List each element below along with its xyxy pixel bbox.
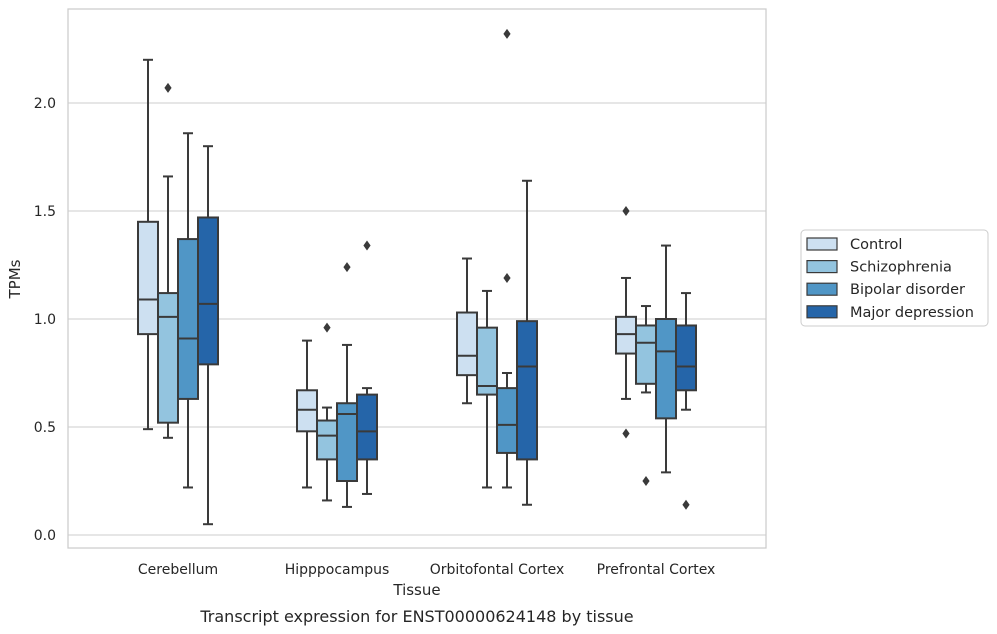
- legend-swatch: [806, 282, 838, 296]
- y-tick-label: 0.0: [34, 528, 56, 544]
- x-axis-label: Tissue: [392, 581, 440, 599]
- y-tick-label: 0.5: [34, 420, 56, 436]
- box-3-1: [635, 305, 657, 486]
- iqr-box: [456, 311, 478, 377]
- outlier-point: [503, 272, 511, 283]
- iqr-box: [157, 292, 179, 424]
- outlier-point: [164, 82, 172, 93]
- legend-label: Major depression: [850, 305, 974, 321]
- iqr-box: [655, 318, 677, 420]
- iqr-box: [137, 220, 159, 336]
- box-1-1: [316, 322, 338, 502]
- chart-caption: Transcript expression for ENST0000062414…: [199, 607, 633, 626]
- iqr-box: [516, 320, 538, 461]
- x-tick-label: Cerebellum: [138, 562, 218, 578]
- iqr-box: [675, 324, 697, 392]
- iqr-box: [356, 393, 378, 461]
- outlier-point: [323, 322, 331, 333]
- iqr-box: [197, 216, 219, 366]
- iqr-box: [316, 419, 338, 461]
- iqr-box: [615, 315, 637, 355]
- iqr-box: [496, 387, 518, 454]
- outlier-point: [363, 240, 371, 251]
- box-1-3: [356, 240, 378, 495]
- y-tick-label: 1.5: [34, 204, 56, 220]
- legend-swatch: [806, 305, 838, 319]
- box-2-1: [476, 289, 498, 489]
- y-axis-ticks: 0.0 0.5 1.0 1.5 2.0: [34, 96, 56, 544]
- legend-label: Bipolar disorder: [850, 282, 965, 298]
- box-3-2: [655, 244, 677, 474]
- box-0-3: [197, 145, 219, 526]
- x-tick-label: Hipppocampus: [285, 562, 390, 578]
- x-axis-ticks: Cerebellum Hipppocampus Orbitofontal Corte…: [138, 562, 715, 578]
- outlier-point: [503, 28, 511, 39]
- iqr-box: [476, 326, 498, 396]
- y-tick-label: 2.0: [34, 96, 56, 112]
- box-3-3: [675, 292, 697, 510]
- box-0-0: [137, 58, 159, 431]
- legend-label: Control: [850, 237, 902, 253]
- box-1-0: [296, 339, 318, 489]
- box-2-0: [456, 257, 478, 405]
- box-1-2: [336, 262, 358, 508]
- box-3-0: [615, 206, 637, 439]
- x-tick-label: Prefrontal Cortex: [597, 562, 716, 578]
- y-axis-label: TPMs: [6, 259, 24, 299]
- legend-frame: [800, 229, 989, 327]
- x-tick-label: Orbitofontal Cortex: [430, 562, 565, 578]
- iqr-box: [635, 324, 657, 385]
- plot-frame: [67, 8, 767, 549]
- outlier-point: [343, 262, 351, 273]
- legend-swatch: [806, 237, 838, 251]
- box-2-3: [516, 179, 538, 506]
- box-groups: [137, 28, 697, 526]
- outlier-point: [642, 476, 650, 486]
- box-0-1: [157, 82, 179, 439]
- box-0-2: [177, 132, 199, 489]
- iqr-box: [177, 238, 199, 400]
- legend: Control Schizophrenia Bipolar disorder Majo…: [800, 229, 989, 327]
- box-2-2: [496, 28, 518, 489]
- iqr-box: [296, 389, 318, 433]
- y-tick-label: 1.0: [34, 312, 56, 328]
- legend-label: Schizophrenia: [850, 260, 952, 276]
- outlier-point: [682, 499, 690, 510]
- outlier-point: [622, 206, 630, 216]
- outlier-point: [622, 428, 630, 439]
- legend-swatch: [806, 260, 838, 274]
